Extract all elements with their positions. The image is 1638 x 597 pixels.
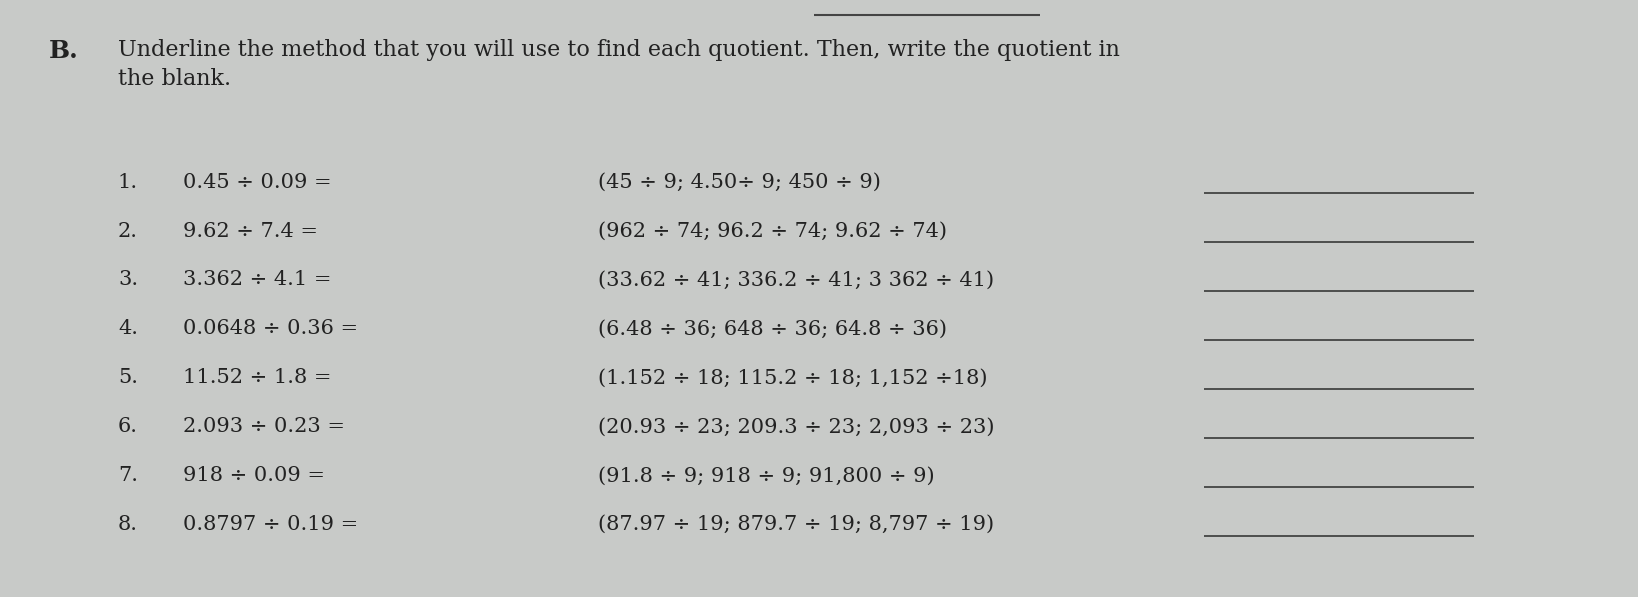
Text: 7.: 7. [118,466,138,485]
Text: 0.8797 ÷ 0.19 =: 0.8797 ÷ 0.19 = [183,515,359,534]
Text: (20.93 ÷ 23; 209.3 ÷ 23; 2,093 ÷ 23): (20.93 ÷ 23; 209.3 ÷ 23; 2,093 ÷ 23) [598,417,994,436]
Text: 2.: 2. [118,221,138,241]
Text: (45 ÷ 9; 4.50÷ 9; 450 ÷ 9): (45 ÷ 9; 4.50÷ 9; 450 ÷ 9) [598,173,881,192]
Text: 6.: 6. [118,417,138,436]
Text: 3.: 3. [118,270,138,290]
Text: 0.45 ÷ 0.09 =: 0.45 ÷ 0.09 = [183,173,333,192]
Text: 11.52 ÷ 1.8 =: 11.52 ÷ 1.8 = [183,368,333,387]
Text: 918 ÷ 0.09 =: 918 ÷ 0.09 = [183,466,326,485]
Text: 9.62 ÷ 7.4 =: 9.62 ÷ 7.4 = [183,221,318,241]
Text: Underline the method that you will use to find each quotient. Then, write the qu: Underline the method that you will use t… [118,39,1120,91]
Text: (6.48 ÷ 36; 648 ÷ 36; 64.8 ÷ 36): (6.48 ÷ 36; 648 ÷ 36; 64.8 ÷ 36) [598,319,947,338]
Text: 2.093 ÷ 0.23 =: 2.093 ÷ 0.23 = [183,417,346,436]
Text: B.: B. [49,39,79,63]
Text: 4.: 4. [118,319,138,338]
Text: (91.8 ÷ 9; 918 ÷ 9; 91,800 ÷ 9): (91.8 ÷ 9; 918 ÷ 9; 91,800 ÷ 9) [598,466,935,485]
Text: 8.: 8. [118,515,138,534]
Text: (33.62 ÷ 41; 336.2 ÷ 41; 3 362 ÷ 41): (33.62 ÷ 41; 336.2 ÷ 41; 3 362 ÷ 41) [598,270,994,290]
Text: 0.0648 ÷ 0.36 =: 0.0648 ÷ 0.36 = [183,319,359,338]
Text: 1.: 1. [118,173,138,192]
Text: (1.152 ÷ 18; 115.2 ÷ 18; 1,152 ÷18): (1.152 ÷ 18; 115.2 ÷ 18; 1,152 ÷18) [598,368,988,387]
Text: (87.97 ÷ 19; 879.7 ÷ 19; 8,797 ÷ 19): (87.97 ÷ 19; 879.7 ÷ 19; 8,797 ÷ 19) [598,515,994,534]
Text: (962 ÷ 74; 96.2 ÷ 74; 9.62 ÷ 74): (962 ÷ 74; 96.2 ÷ 74; 9.62 ÷ 74) [598,221,947,241]
Text: 5.: 5. [118,368,138,387]
Text: 3.362 ÷ 4.1 =: 3.362 ÷ 4.1 = [183,270,333,290]
